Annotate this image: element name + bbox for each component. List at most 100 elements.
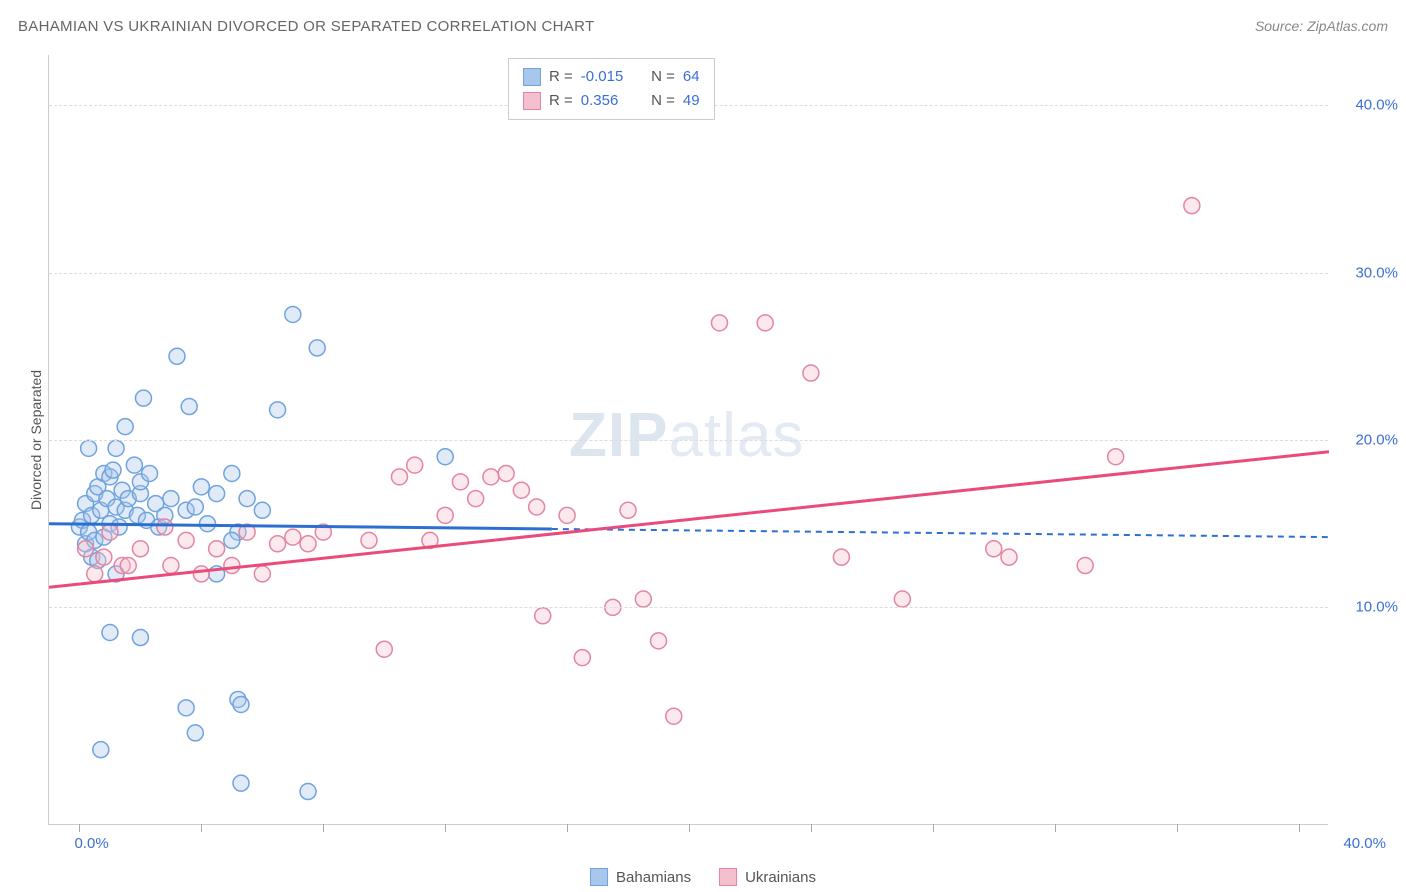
- scatter-point: [102, 625, 118, 641]
- scatter-point: [233, 775, 249, 791]
- chart-title: BAHAMIAN VS UKRAINIAN DIVORCED OR SEPARA…: [18, 18, 594, 35]
- ytick-label: 30.0%: [1338, 264, 1398, 281]
- scatter-point: [437, 449, 453, 465]
- scatter-point: [803, 365, 819, 381]
- scatter-point: [233, 696, 249, 712]
- scatter-point: [468, 491, 484, 507]
- x-legend: Bahamians Ukrainians: [590, 868, 816, 886]
- scatter-point: [270, 536, 286, 552]
- chart-source: Source: ZipAtlas.com: [1255, 18, 1388, 34]
- scatter-point: [437, 507, 453, 523]
- scatter-point: [187, 725, 203, 741]
- stat-n-label: N =: [643, 65, 675, 89]
- scatter-point: [513, 482, 529, 498]
- xtick: [323, 824, 324, 832]
- scatter-point: [285, 529, 301, 545]
- scatter-point: [894, 591, 910, 607]
- legend-swatch: [590, 868, 608, 886]
- xtick-label-first: 0.0%: [74, 835, 108, 852]
- legend-item: Ukrainians: [719, 868, 816, 886]
- scatter-point: [117, 419, 133, 435]
- scatter-point: [78, 541, 94, 557]
- scatter-point: [1001, 549, 1017, 565]
- scatter-point: [120, 558, 136, 574]
- xtick: [933, 824, 934, 832]
- scatter-point: [209, 541, 225, 557]
- scatter-point: [1108, 449, 1124, 465]
- scatter-point: [300, 536, 316, 552]
- legend-swatch: [523, 92, 541, 110]
- ytick-label: 10.0%: [1338, 599, 1398, 616]
- scatter-point: [178, 532, 194, 548]
- scatter-point: [309, 340, 325, 356]
- legend-label: Ukrainians: [745, 869, 816, 886]
- scatter-point: [666, 708, 682, 724]
- scatter-point: [574, 650, 590, 666]
- scatter-point: [407, 457, 423, 473]
- scatter-point: [452, 474, 468, 490]
- ytick-label: 20.0%: [1338, 432, 1398, 449]
- scatter-point: [105, 462, 121, 478]
- scatter-point: [187, 499, 203, 515]
- scatter-point: [300, 784, 316, 800]
- legend-item: Bahamians: [590, 868, 691, 886]
- stat-n-label: N =: [643, 89, 675, 113]
- legend-swatch: [719, 868, 737, 886]
- scatter-point: [193, 566, 209, 582]
- scatter-point: [81, 440, 97, 456]
- scatter-point: [135, 390, 151, 406]
- legend-swatch: [523, 68, 541, 86]
- gridline: [49, 273, 1328, 274]
- scatter-point: [142, 465, 158, 481]
- stats-row: R =-0.015 N =64: [523, 65, 700, 89]
- scatter-point: [239, 491, 255, 507]
- scatter-point: [163, 491, 179, 507]
- scatter-point: [559, 507, 575, 523]
- xtick: [689, 824, 690, 832]
- scatter-point: [163, 558, 179, 574]
- scatter-point: [529, 499, 545, 515]
- scatter-point: [87, 566, 103, 582]
- scatter-point: [224, 532, 240, 548]
- scatter-point: [391, 469, 407, 485]
- xtick: [1299, 824, 1300, 832]
- yaxis-label: Divorced or Separated: [28, 370, 44, 510]
- scatter-point: [483, 469, 499, 485]
- xtick: [811, 824, 812, 832]
- trend-line: [49, 452, 1329, 588]
- scatter-point: [224, 465, 240, 481]
- scatter-point: [711, 315, 727, 331]
- scatter-point: [96, 549, 112, 565]
- scatter-point: [209, 486, 225, 502]
- scatter-point: [102, 524, 118, 540]
- xtick: [445, 824, 446, 832]
- scatter-point: [1184, 198, 1200, 214]
- scatter-point: [181, 399, 197, 415]
- scatter-point: [224, 558, 240, 574]
- scatter-point: [498, 465, 514, 481]
- scatter-point: [178, 700, 194, 716]
- xtick: [201, 824, 202, 832]
- xtick: [79, 824, 80, 832]
- ytick-label: 40.0%: [1338, 97, 1398, 114]
- stat-r-value: -0.015: [581, 65, 635, 89]
- scatter-point: [986, 541, 1002, 557]
- scatter-point: [254, 566, 270, 582]
- scatter-point: [93, 742, 109, 758]
- xtick: [1177, 824, 1178, 832]
- gridline: [49, 607, 1328, 608]
- scatter-point: [1077, 558, 1093, 574]
- scatter-point: [535, 608, 551, 624]
- xtick: [567, 824, 568, 832]
- scatter-point: [285, 306, 301, 322]
- scatter-point: [651, 633, 667, 649]
- scatter-point: [157, 519, 173, 535]
- xtick-label-last: 40.0%: [1343, 835, 1386, 852]
- scatter-point: [132, 630, 148, 646]
- stat-r-value: 0.356: [581, 89, 635, 113]
- scatter-point: [376, 641, 392, 657]
- stat-n-value: 49: [683, 89, 700, 113]
- scatter-point: [132, 541, 148, 557]
- scatter-point: [833, 549, 849, 565]
- scatter-point: [620, 502, 636, 518]
